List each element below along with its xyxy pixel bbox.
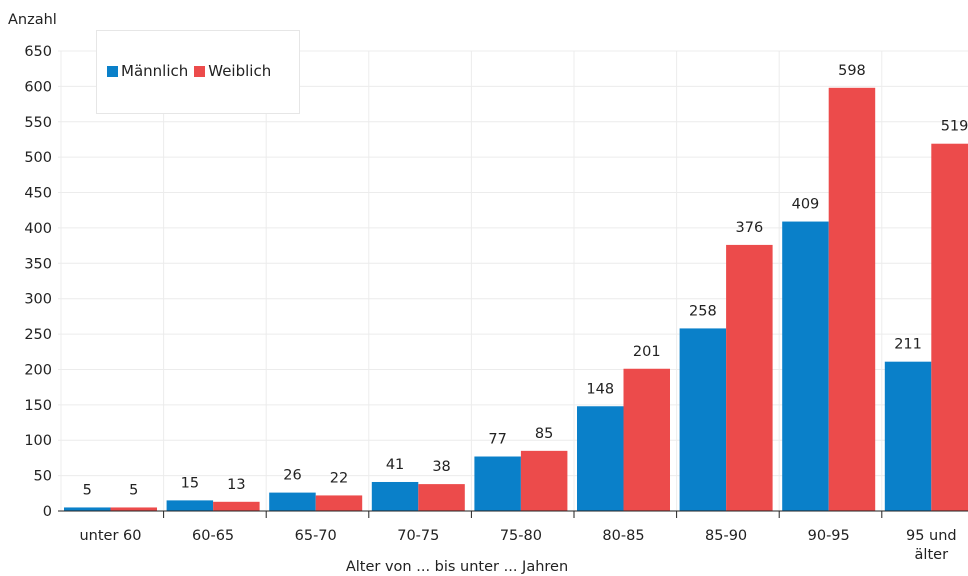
x-tick-label: 90-95 [808, 528, 850, 544]
bar-male[interactable] [885, 362, 932, 511]
x-axis-title: Alter von ... bis unter ... Jahren [346, 559, 568, 575]
y-axis-title: Anzahl [8, 12, 57, 28]
bar-male[interactable] [64, 507, 111, 511]
y-tick-label: 600 [24, 79, 52, 95]
x-tick-label: 60-65 [192, 528, 234, 544]
y-tick-label: 50 [34, 469, 52, 485]
x-tick-label: 75-80 [500, 528, 542, 544]
y-tick-label: 400 [24, 221, 52, 237]
y-tick-label: 300 [24, 292, 52, 308]
bars [64, 88, 968, 511]
data-label-female: 38 [432, 459, 450, 475]
data-label-male: 41 [386, 457, 404, 473]
x-tick-label: 95 und älter [906, 528, 957, 563]
y-tick-label: 250 [24, 327, 52, 343]
bar-female[interactable] [624, 369, 671, 511]
data-label-female: 376 [736, 220, 764, 236]
bar-female[interactable] [316, 495, 363, 511]
data-label-female: 85 [535, 426, 553, 442]
data-label-male: 26 [283, 468, 301, 484]
data-label-female: 5 [129, 482, 138, 498]
bar-female[interactable] [829, 88, 876, 511]
data-label-female: 519 [941, 119, 968, 135]
legend-label-male: Männlich [121, 62, 188, 80]
legend-swatch-male [107, 66, 118, 77]
data-label-male: 409 [792, 197, 820, 213]
legend-label-female: Weiblich [208, 62, 271, 80]
y-axis-ticks: 0 50 100 150 200 250 300 350 400 450 500 550 600 650 [24, 44, 52, 520]
y-tick-label: 0 [43, 504, 52, 520]
x-tick-label: 65-70 [295, 528, 337, 544]
data-label-female: 201 [633, 344, 661, 360]
x-tick-label: 80-85 [602, 528, 644, 544]
bar-male[interactable] [680, 328, 727, 511]
y-tick-label: 100 [24, 433, 52, 449]
y-tick-label: 350 [24, 256, 52, 272]
data-label-male: 148 [586, 381, 614, 397]
y-tick-label: 150 [24, 398, 52, 414]
y-tick-label: 450 [24, 186, 52, 202]
bar-male[interactable] [167, 500, 214, 511]
y-tick-label: 500 [24, 150, 52, 166]
data-label-female: 22 [330, 470, 348, 486]
x-axis-ticks: unter 60 60-65 65-70 70-75 75-80 80-85 85-90 90… [79, 511, 956, 563]
data-label-male: 258 [689, 303, 717, 319]
x-tick-label: unter 60 [79, 528, 141, 544]
bar-female[interactable] [111, 507, 158, 511]
x-tick-label: 85-90 [705, 528, 747, 544]
legend-item-female[interactable]: Weiblich [194, 62, 271, 80]
bar-male[interactable] [372, 482, 419, 511]
bar-male[interactable] [577, 406, 624, 511]
bar-male[interactable] [474, 457, 521, 511]
bar-female[interactable] [931, 144, 968, 511]
bar-male[interactable] [782, 222, 829, 511]
data-label-male: 77 [488, 432, 506, 448]
data-label-male: 15 [181, 475, 199, 491]
legend: Männlich Weiblich [96, 30, 300, 114]
data-label-female: 598 [838, 63, 866, 79]
y-tick-label: 200 [24, 362, 52, 378]
y-tick-label: 550 [24, 115, 52, 131]
bar-female[interactable] [521, 451, 568, 511]
data-label-female: 13 [227, 477, 245, 493]
data-label-male: 211 [894, 337, 922, 353]
legend-item-male[interactable]: Männlich [107, 62, 188, 80]
x-tick-label: 70-75 [397, 528, 439, 544]
y-tick-label: 650 [24, 44, 52, 60]
bar-male[interactable] [269, 493, 316, 511]
bar-female[interactable] [418, 484, 465, 511]
bar-female[interactable] [726, 245, 773, 511]
legend-swatch-female [194, 66, 205, 77]
bar-female[interactable] [213, 502, 260, 511]
data-label-male: 5 [83, 482, 92, 498]
